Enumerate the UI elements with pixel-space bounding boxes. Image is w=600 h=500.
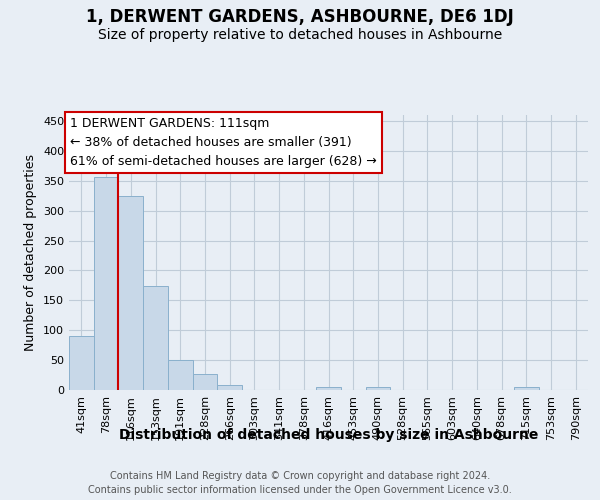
Bar [365,387,390,390]
Bar [94,176,118,390]
Bar [69,336,94,390]
Bar [217,384,242,390]
Text: 1 DERWENT GARDENS: 111sqm
← 38% of detached houses are smaller (391)
61% of semi: 1 DERWENT GARDENS: 111sqm ← 38% of detac… [70,118,377,168]
Text: Size of property relative to detached houses in Ashbourne: Size of property relative to detached ho… [98,28,502,42]
Text: 1, DERWENT GARDENS, ASHBOURNE, DE6 1DJ: 1, DERWENT GARDENS, ASHBOURNE, DE6 1DJ [86,8,514,26]
Bar [193,374,217,390]
Y-axis label: Number of detached properties: Number of detached properties [25,154,37,351]
Bar [514,387,539,390]
Bar [143,286,168,390]
Text: Contains HM Land Registry data © Crown copyright and database right 2024.
Contai: Contains HM Land Registry data © Crown c… [88,471,512,495]
Bar [316,387,341,390]
Bar [168,360,193,390]
Text: Distribution of detached houses by size in Ashbourne: Distribution of detached houses by size … [119,428,538,442]
Bar [118,196,143,390]
